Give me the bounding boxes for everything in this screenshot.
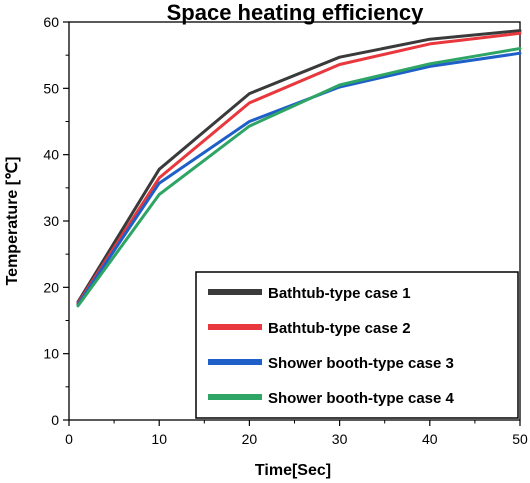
series-line-1 bbox=[76, 29, 522, 304]
chart-title: Space heating efficiency bbox=[167, 0, 425, 25]
y-tick-label: 60 bbox=[43, 14, 59, 30]
x-tick-label: 20 bbox=[242, 431, 258, 447]
legend: Bathtub-type case 1 Bathtub-type case 2 Sh… bbox=[195, 271, 519, 419]
legend-box bbox=[195, 271, 519, 419]
x-tick-label: 40 bbox=[422, 431, 438, 447]
y-axis-label: Temperature [℃] bbox=[4, 157, 21, 286]
y-tick-label: 20 bbox=[43, 279, 59, 295]
x-axis-label: Time[Sec] bbox=[255, 462, 331, 479]
y-tick-label: 40 bbox=[43, 147, 59, 163]
series-line-3 bbox=[76, 51, 522, 307]
x-tick-label: 10 bbox=[151, 431, 167, 447]
x-tick-label: 0 bbox=[65, 431, 73, 447]
y-tick-label: 0 bbox=[51, 412, 59, 428]
series-line-4 bbox=[76, 47, 522, 308]
legend-label-2: Bathtub-type case 2 bbox=[268, 320, 411, 337]
y-tick-label: 30 bbox=[43, 213, 59, 229]
legend-label-3: Shower booth-type case 3 bbox=[268, 355, 454, 372]
legend-label-1: Bathtub-type case 1 bbox=[268, 285, 411, 302]
y-tick-label: 50 bbox=[43, 80, 59, 96]
legend-label-4: Shower booth-type case 4 bbox=[268, 390, 455, 407]
x-tick-label: 50 bbox=[512, 431, 528, 447]
y-tick-label: 10 bbox=[43, 346, 59, 362]
axis-ticks: 0 10 20 30 40 50 0 10 20 30 40 50 60 bbox=[43, 14, 528, 447]
series-line-2 bbox=[76, 31, 522, 305]
series-lines bbox=[76, 29, 522, 308]
x-tick-label: 30 bbox=[332, 431, 348, 447]
